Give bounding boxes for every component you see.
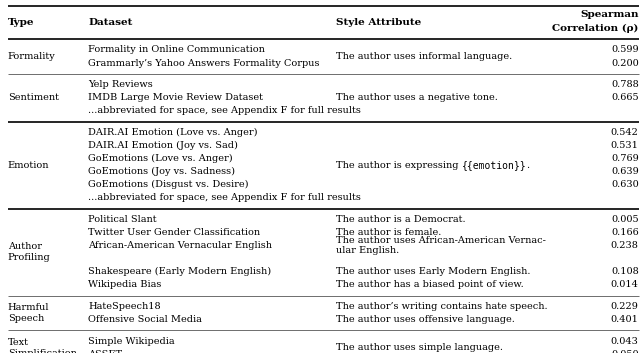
Text: 0.200: 0.200 — [611, 59, 639, 67]
Text: The author uses a negative tone.: The author uses a negative tone. — [336, 93, 498, 102]
Text: Twitter User Gender Classification: Twitter User Gender Classification — [88, 228, 260, 237]
Text: 0.788: 0.788 — [611, 80, 639, 89]
Text: 0.043: 0.043 — [611, 336, 639, 346]
Text: 0.665: 0.665 — [611, 93, 639, 102]
Text: 0.166: 0.166 — [611, 228, 639, 237]
Text: Formality in Online Communication: Formality in Online Communication — [88, 46, 265, 54]
Text: 0.769: 0.769 — [611, 154, 639, 163]
Text: Political Slant: Political Slant — [88, 215, 157, 224]
Text: 0.531: 0.531 — [611, 141, 639, 150]
Text: The author uses simple language.: The author uses simple language. — [336, 343, 503, 352]
Text: DAIR.AI Emotion (Joy vs. Sad): DAIR.AI Emotion (Joy vs. Sad) — [88, 141, 238, 150]
Text: Style Attribute: Style Attribute — [336, 18, 421, 27]
Text: Offensive Social Media: Offensive Social Media — [88, 315, 202, 324]
Text: 0.108: 0.108 — [611, 267, 639, 276]
Text: IMDB Large Movie Review Dataset: IMDB Large Movie Review Dataset — [88, 93, 263, 102]
Text: Type: Type — [8, 18, 34, 27]
Text: DAIR.AI Emotion (Love vs. Anger): DAIR.AI Emotion (Love vs. Anger) — [88, 128, 258, 137]
Text: The author is female.: The author is female. — [336, 228, 442, 237]
Text: 0.050: 0.050 — [611, 349, 639, 353]
Text: HateSpeech18: HateSpeech18 — [88, 302, 161, 311]
Text: Yelp Reviews: Yelp Reviews — [88, 80, 153, 89]
Text: Shakespeare (Early Modern English): Shakespeare (Early Modern English) — [88, 267, 271, 276]
Text: The author is expressing: The author is expressing — [336, 161, 461, 169]
Text: The author is a Democrat.: The author is a Democrat. — [336, 215, 466, 224]
Text: 0.599: 0.599 — [611, 46, 639, 54]
Text: Sentiment: Sentiment — [8, 93, 59, 102]
Text: 0.005: 0.005 — [611, 215, 639, 224]
Text: 0.639: 0.639 — [611, 167, 639, 176]
Text: Simple Wikipedia: Simple Wikipedia — [88, 336, 175, 346]
Text: Formality: Formality — [8, 52, 56, 61]
Text: 0.542: 0.542 — [611, 128, 639, 137]
Text: Text
Simplification: Text Simplification — [8, 337, 77, 353]
Text: The author uses Early Modern English.: The author uses Early Modern English. — [336, 267, 531, 276]
Text: The author’s writing contains hate speech.: The author’s writing contains hate speec… — [336, 302, 548, 311]
Text: 0.229: 0.229 — [611, 302, 639, 311]
Text: ASSET: ASSET — [88, 349, 122, 353]
Text: 0.238: 0.238 — [611, 241, 639, 250]
Text: {{emotion}}: {{emotion}} — [462, 160, 527, 170]
Text: African-American Vernacular English: African-American Vernacular English — [88, 241, 273, 250]
Text: The author uses African-American Vernac-
ular English.: The author uses African-American Vernac-… — [336, 236, 546, 255]
Text: ...abbreviated for space, see Appendix F for full results: ...abbreviated for space, see Appendix F… — [88, 106, 361, 115]
Text: The author uses informal language.: The author uses informal language. — [336, 52, 512, 61]
Text: Author
Profiling: Author Profiling — [8, 242, 51, 262]
Text: GoEmotions (Love vs. Anger): GoEmotions (Love vs. Anger) — [88, 154, 233, 163]
Text: ...abbreviated for space, see Appendix F for full results: ...abbreviated for space, see Appendix F… — [88, 193, 361, 202]
Text: 0.014: 0.014 — [611, 281, 639, 289]
Text: Dataset: Dataset — [88, 18, 132, 27]
Text: The author has a biased point of view.: The author has a biased point of view. — [336, 281, 524, 289]
Text: The author uses offensive language.: The author uses offensive language. — [336, 315, 515, 324]
Text: Emotion: Emotion — [8, 161, 49, 169]
Text: Grammarly’s Yahoo Answers Formality Corpus: Grammarly’s Yahoo Answers Formality Corp… — [88, 59, 320, 67]
Text: 0.630: 0.630 — [611, 180, 639, 189]
Text: Correlation (ρ): Correlation (ρ) — [552, 24, 639, 33]
Text: GoEmotions (Disgust vs. Desire): GoEmotions (Disgust vs. Desire) — [88, 180, 249, 189]
Text: GoEmotions (Joy vs. Sadness): GoEmotions (Joy vs. Sadness) — [88, 167, 236, 176]
Text: Wikipedia Bias: Wikipedia Bias — [88, 281, 162, 289]
Text: .: . — [527, 161, 530, 169]
Text: Harmful
Speech: Harmful Speech — [8, 303, 49, 323]
Text: 0.401: 0.401 — [611, 315, 639, 324]
Text: Spearman: Spearman — [580, 10, 639, 19]
